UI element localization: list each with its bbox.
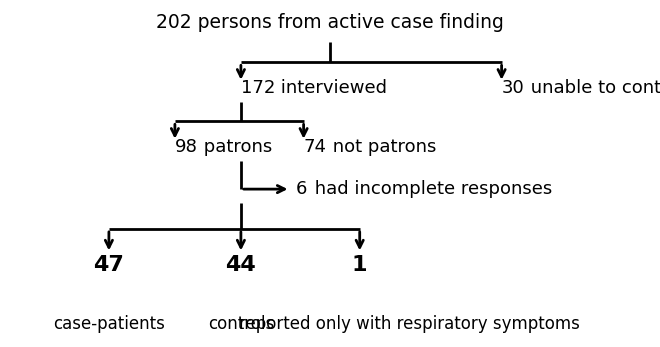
Text: patrons: patrons	[198, 138, 272, 156]
Text: case-patients: case-patients	[53, 315, 165, 333]
Text: 44: 44	[226, 255, 256, 276]
Text: 74: 74	[304, 138, 327, 156]
Text: controls: controls	[208, 315, 274, 333]
Text: 30: 30	[502, 79, 524, 98]
Text: 1: 1	[352, 255, 368, 276]
Text: interviewed: interviewed	[275, 79, 387, 98]
Text: unable to contact: unable to contact	[525, 79, 660, 98]
Text: 47: 47	[94, 255, 124, 276]
Text: had incomplete responses: had incomplete responses	[309, 180, 552, 198]
Text: 98: 98	[175, 138, 198, 156]
Text: 202 persons from active case finding: 202 persons from active case finding	[156, 13, 504, 32]
Text: not patrons: not patrons	[327, 138, 436, 156]
Text: 6: 6	[296, 180, 307, 198]
Text: reported only with respiratory symptoms: reported only with respiratory symptoms	[239, 315, 579, 333]
Text: 172: 172	[241, 79, 275, 98]
